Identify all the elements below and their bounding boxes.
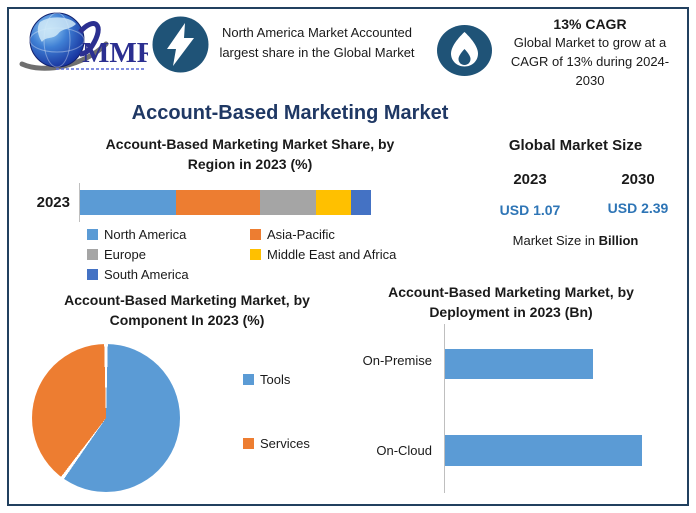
legend-item-asia-pacific: Asia-Pacific <box>250 227 427 242</box>
market-size-caption-unit: Billion <box>598 233 639 248</box>
mmr-logo: MMR <box>19 12 148 71</box>
bar-segment-south-america <box>350 190 371 215</box>
legend-label: Asia-Pacific <box>267 227 335 242</box>
bar-segment-europe <box>260 190 316 215</box>
market-size-year-2023: 2023 <box>513 171 547 188</box>
legend-label: North America <box>104 227 187 242</box>
legend-swatch <box>250 229 261 240</box>
legend-swatch <box>243 438 254 449</box>
legend-swatch <box>243 374 254 385</box>
component-legend: Tools Services <box>243 372 310 451</box>
legend-swatch <box>87 229 98 240</box>
legend-label: South America <box>104 267 189 282</box>
logo-text: MMR <box>82 37 148 69</box>
legend-item-middle-east-and-africa: Middle East and Africa <box>250 247 427 262</box>
deployment-label-on-cloud: On-Cloud <box>376 443 432 458</box>
deployment-y-axis-line <box>444 324 445 493</box>
legend-label: Tools <box>260 372 291 387</box>
market-size-caption: Market Size in Billion <box>478 233 673 248</box>
deployment-bar <box>445 435 642 466</box>
legend-swatch <box>87 249 98 260</box>
legend-label: Europe <box>104 247 146 262</box>
deployment-chart-title: Account-Based Marketing Market, by Deplo… <box>388 284 634 321</box>
page-title: Account-Based Marketing Market <box>131 102 449 124</box>
legend-item-tools: Tools <box>243 372 310 387</box>
market-size-caption-prefix: Market Size in <box>512 233 599 248</box>
region-axis-label: 2023 <box>36 194 70 211</box>
component-pie <box>32 344 180 492</box>
region-stacked-bar <box>80 190 371 215</box>
market-size-title: Global Market Size <box>508 137 643 154</box>
legend-item-europe: Europe <box>87 247 250 262</box>
flame-icon <box>437 25 492 76</box>
bar-segment-north-america <box>80 190 177 215</box>
component-chart-title: Account-Based Marketing Market, by Compo… <box>64 292 310 329</box>
bar-segment-middle-east-and-africa <box>315 190 351 215</box>
globe-icon <box>29 12 85 68</box>
highlight-region-text: North America Market Accounted largest s… <box>219 25 415 61</box>
cagr-title: 13% CAGR <box>553 16 627 32</box>
deployment-bar <box>445 349 593 379</box>
bar-segment-asia-pacific <box>176 190 261 215</box>
region-chart-title: Account-Based Marketing Market Share, by… <box>105 136 395 173</box>
legend-swatch <box>87 269 98 280</box>
region-y-axis-line <box>79 183 80 222</box>
market-size-year-2030: 2030 <box>621 171 655 188</box>
cagr-text: Global Market to grow at a CAGR of 13% d… <box>510 35 670 88</box>
market-size-value-2023: USD 1.07 <box>499 202 561 218</box>
legend-label: Middle East and Africa <box>267 247 397 262</box>
highlight-cagr: 13% CAGR Global Market to grow at a CAGR… <box>498 16 682 91</box>
region-legend: North America Asia-Pacific Europe Middle Ea… <box>87 227 427 282</box>
legend-item-south-america: South America <box>87 267 250 282</box>
legend-swatch <box>250 249 261 260</box>
market-size-value-2030: USD 2.39 <box>607 200 669 216</box>
legend-item-north-america: North America <box>87 227 250 242</box>
deployment-label-on-premise: On-Premise <box>362 353 432 368</box>
logo-swash <box>78 21 101 57</box>
legend-item-services: Services <box>243 436 310 451</box>
legend-label: Services <box>260 436 310 451</box>
lightning-bolt-icon <box>152 16 209 73</box>
